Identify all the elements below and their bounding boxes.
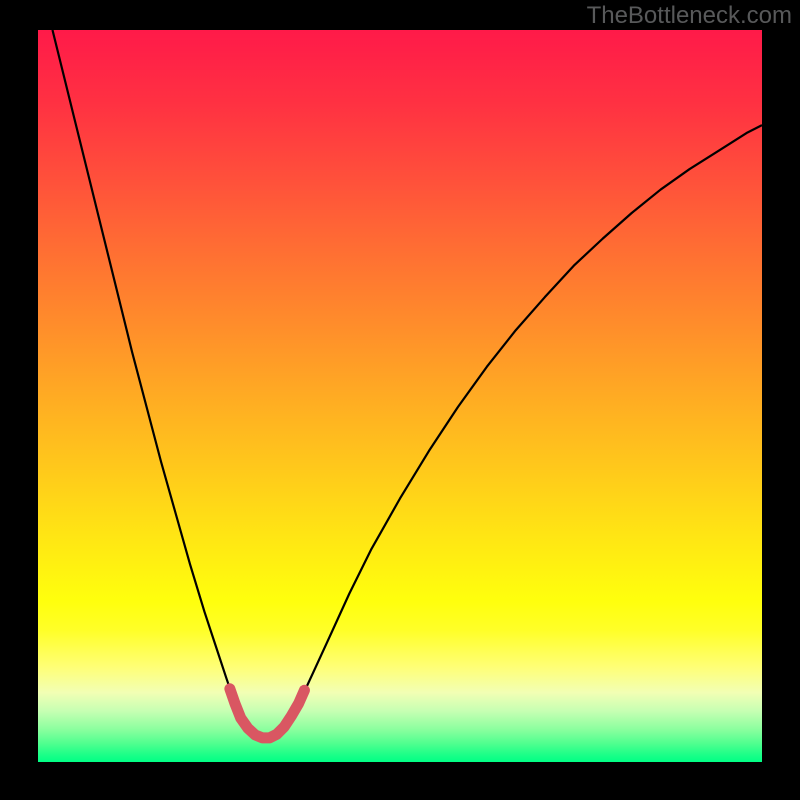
- watermark-text: TheBottleneck.com: [587, 2, 792, 30]
- gradient-background: [38, 30, 762, 762]
- outer-frame: [38, 30, 762, 762]
- chart-svg: [38, 30, 762, 762]
- plot-area: [38, 30, 762, 762]
